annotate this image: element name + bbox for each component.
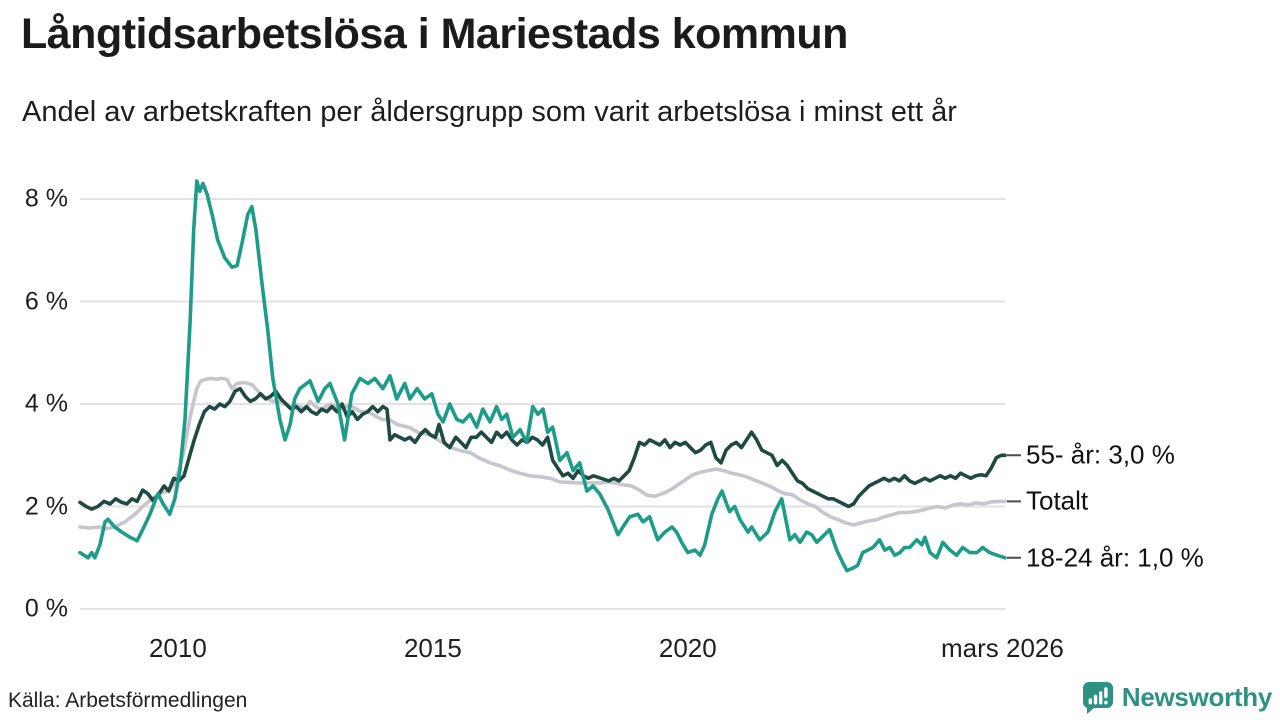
x-axis-tick-label: 2020 <box>658 633 717 663</box>
series-line-totalt <box>78 376 1007 531</box>
x-axis-tick-label: 2015 <box>403 633 462 663</box>
chart-title: Långtidsarbetslösa i Mariestads kommun <box>21 10 848 58</box>
series-line-18-24-r <box>78 179 1007 573</box>
newsworthy-bubble-chart-icon <box>1082 682 1113 714</box>
series-line-55-r <box>78 386 1007 511</box>
newsworthy-logo: Newsworthy <box>1081 680 1272 714</box>
x-axis-tick-label: mars 2026 <box>941 633 1064 663</box>
y-axis-tick-label: 0 % <box>24 594 68 623</box>
series-end-label-18-24-r: 18-24 år: 1,0 % <box>1026 542 1204 573</box>
x-axis-tick-label: 2010 <box>148 633 207 663</box>
source-caption: Källa: Arbetsförmedlingen <box>8 689 248 712</box>
series-end-label-totalt: Totalt <box>1026 485 1089 516</box>
newsworthy-wordmark: Newsworthy <box>1121 681 1272 712</box>
y-axis-tick-label: 6 % <box>24 287 68 315</box>
chart-subtitle: Andel av arbetskraften per åldersgrupp s… <box>22 96 957 128</box>
y-axis-tick-label: 2 % <box>24 492 68 520</box>
y-axis-tick-label: 4 % <box>24 389 68 418</box>
y-axis-tick-label: 8 % <box>24 184 68 213</box>
series-end-label-55-r: 55- år: 3,0 % <box>1026 439 1175 470</box>
